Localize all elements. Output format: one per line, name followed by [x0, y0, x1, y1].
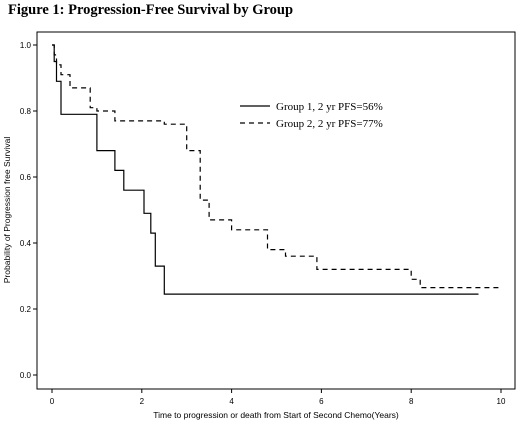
x-axis: 0 2 4 6 8 10 [50, 389, 506, 406]
x-tick-label: 6 [319, 397, 324, 406]
y-axis-label: Probability of Progression free Survival [2, 137, 12, 284]
series-line-group-1 [52, 44, 479, 295]
legend-label-group-2: Group 2, 2 yr PFS=77% [276, 118, 383, 130]
series-layer [52, 44, 501, 295]
y-tick-label: 0.6 [20, 173, 32, 182]
y-tick-label: 0.4 [20, 239, 32, 248]
legend: Group 1, 2 yr PFS=56% Group 2, 2 yr PFS=7… [240, 101, 383, 130]
series-line-group-2 [52, 44, 501, 289]
y-tick-label: 0.8 [20, 107, 32, 116]
x-tick-label: 4 [229, 397, 234, 406]
x-tick-label: 2 [140, 397, 145, 406]
legend-label-group-1: Group 1, 2 yr PFS=56% [276, 101, 383, 113]
y-tick-label: 0.2 [20, 305, 32, 314]
x-tick-label: 0 [50, 397, 55, 406]
y-axis: 0.0 0.2 0.4 0.6 0.8 1.0 [20, 41, 37, 380]
plot-frame [36, 31, 516, 390]
y-tick-label: 0.0 [20, 371, 32, 380]
x-axis-label: Time to progression or death from Start … [153, 410, 399, 420]
x-tick-label: 10 [497, 397, 506, 406]
figure-title: Figure 1: Progression-Free Survival by G… [8, 2, 294, 18]
x-tick-label: 8 [409, 397, 414, 406]
y-tick-label: 1.0 [20, 41, 32, 50]
